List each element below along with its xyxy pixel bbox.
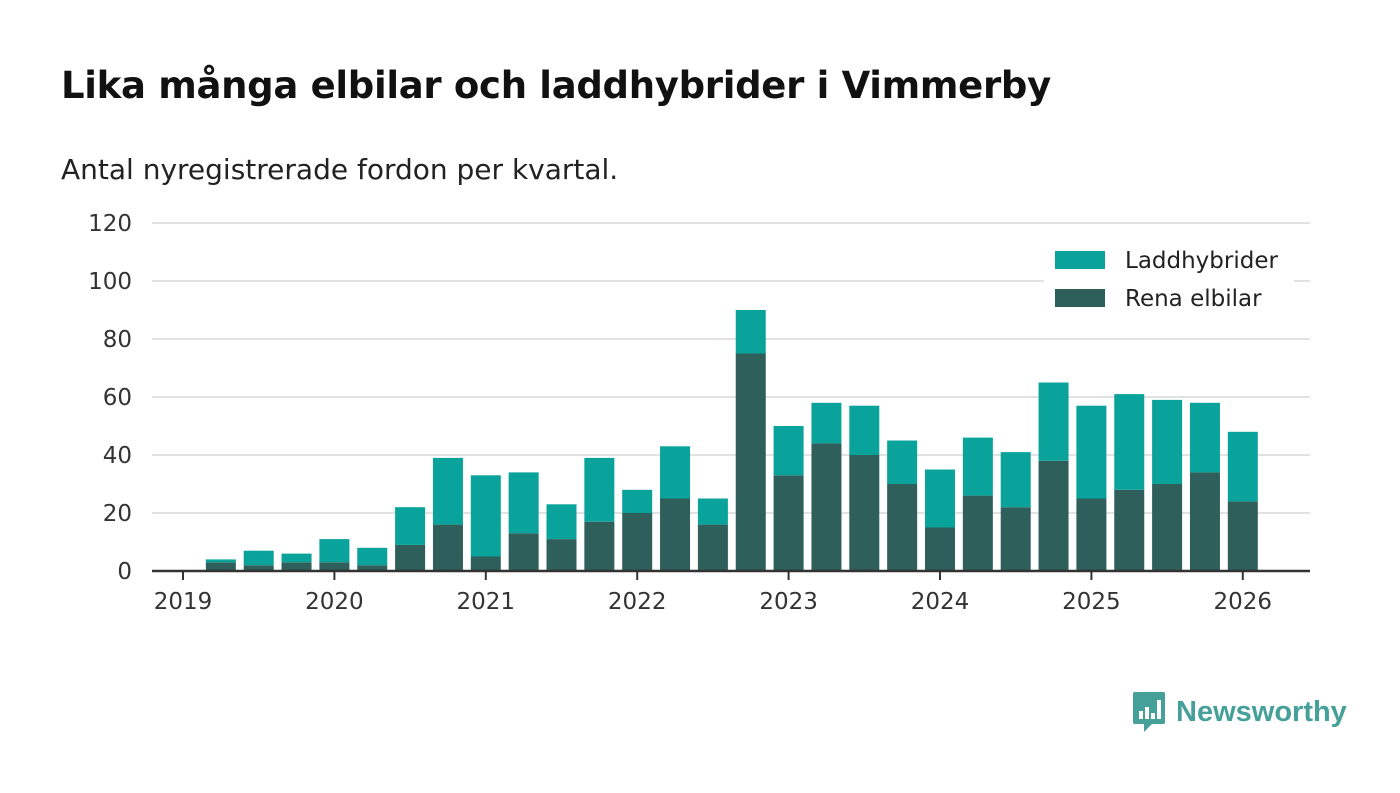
bar-laddhybrider bbox=[1152, 399, 1183, 484]
bar-laddhybrider bbox=[508, 472, 539, 534]
y-tick-label: 120 bbox=[88, 211, 132, 237]
bar-rena-elbilar bbox=[357, 565, 388, 571]
brand-name: Newsworthy bbox=[1176, 695, 1347, 728]
y-axis-ticks: 0 20 40 60 80 100 120 bbox=[88, 211, 132, 585]
bar-rena-elbilar bbox=[849, 455, 880, 571]
bar-rena-elbilar bbox=[546, 539, 577, 571]
bar-laddhybrider bbox=[887, 440, 918, 484]
y-tick-label: 0 bbox=[117, 559, 132, 585]
bar-laddhybrider bbox=[962, 437, 993, 496]
bar-laddhybrider bbox=[470, 475, 501, 557]
x-tick-label: 2026 bbox=[1214, 589, 1273, 615]
y-tick-label: 40 bbox=[103, 443, 132, 469]
bar-laddhybrider bbox=[1038, 382, 1069, 461]
bar-rena-elbilar bbox=[735, 353, 766, 571]
bar-rena-elbilar bbox=[432, 524, 463, 571]
bar-laddhybrider bbox=[357, 547, 388, 566]
bars bbox=[205, 310, 1258, 571]
bar-rena-elbilar bbox=[925, 527, 955, 571]
bar-rena-elbilar bbox=[1000, 507, 1031, 571]
y-tick-label: 20 bbox=[103, 501, 132, 527]
bar-laddhybrider bbox=[243, 550, 274, 566]
bar-rena-elbilar bbox=[811, 443, 842, 571]
newsworthy-logo-icon bbox=[1133, 692, 1165, 732]
legend-label: Laddhybrider bbox=[1125, 248, 1278, 274]
bar-rena-elbilar bbox=[1038, 460, 1069, 571]
x-tick-label: 2025 bbox=[1062, 589, 1121, 615]
x-tick-label: 2024 bbox=[911, 589, 970, 615]
bar-laddhybrider bbox=[1114, 394, 1145, 490]
x-tick-label: 2021 bbox=[457, 589, 516, 615]
bar-rena-elbilar bbox=[584, 521, 615, 571]
bar-rena-elbilar bbox=[319, 562, 350, 571]
bar-rena-elbilar bbox=[697, 524, 728, 571]
bar-rena-elbilar bbox=[660, 498, 691, 571]
chart-title: Lika många elbilar och laddhybrider i Vi… bbox=[61, 64, 1051, 107]
bar-rena-elbilar bbox=[1189, 472, 1220, 571]
bar-laddhybrider bbox=[735, 310, 766, 354]
bar-rena-elbilar bbox=[243, 565, 274, 571]
bar-laddhybrider bbox=[1000, 452, 1031, 508]
legend-swatch bbox=[1055, 251, 1105, 269]
bar-laddhybrider bbox=[1076, 405, 1107, 499]
bar-laddhybrider bbox=[432, 457, 463, 525]
bar-laddhybrider bbox=[319, 539, 350, 563]
bar-laddhybrider bbox=[660, 446, 691, 499]
legend: Laddhybrider Rena elbilar bbox=[1044, 243, 1294, 317]
bar-laddhybrider bbox=[849, 405, 880, 455]
bar-laddhybrider bbox=[281, 553, 312, 563]
y-tick-label: 100 bbox=[88, 269, 132, 295]
bar-rena-elbilar bbox=[1227, 501, 1258, 571]
x-tick-label: 2022 bbox=[608, 589, 667, 615]
bar-laddhybrider bbox=[1189, 402, 1220, 473]
bar-rena-elbilar bbox=[1076, 498, 1107, 571]
chart-subtitle: Antal nyregistrerade fordon per kvartal. bbox=[61, 153, 619, 186]
bar-rena-elbilar bbox=[622, 513, 653, 571]
bar-laddhybrider bbox=[1227, 431, 1258, 502]
bar-rena-elbilar bbox=[281, 562, 312, 571]
bar-rena-elbilar bbox=[470, 556, 501, 571]
bar-laddhybrider bbox=[697, 498, 728, 525]
bar-laddhybrider bbox=[773, 426, 804, 476]
bar-rena-elbilar bbox=[1152, 484, 1183, 571]
x-tick-label: 2020 bbox=[305, 589, 364, 615]
y-tick-label: 60 bbox=[103, 385, 132, 411]
bar-laddhybrider bbox=[395, 507, 426, 545]
bar-rena-elbilar bbox=[962, 495, 993, 571]
bar-rena-elbilar bbox=[508, 533, 539, 571]
bar-laddhybrider bbox=[205, 559, 236, 563]
legend-label: Rena elbilar bbox=[1125, 286, 1262, 312]
brand-logo: Newsworthy bbox=[1132, 690, 1347, 734]
y-tick-label: 80 bbox=[103, 327, 132, 353]
x-tick-label: 2019 bbox=[154, 589, 213, 615]
bar-rena-elbilar bbox=[887, 484, 918, 571]
bar-rena-elbilar bbox=[1114, 489, 1145, 571]
bar-laddhybrider bbox=[811, 402, 842, 444]
bar-laddhybrider bbox=[546, 504, 577, 540]
bar-laddhybrider bbox=[622, 489, 653, 513]
bar-laddhybrider bbox=[925, 469, 955, 528]
bar-rena-elbilar bbox=[395, 544, 426, 571]
x-tick-label: 2023 bbox=[759, 589, 818, 615]
legend-swatch bbox=[1055, 289, 1105, 307]
x-axis: 2019 2020 2021 2022 2023 2024 2025 2026 bbox=[152, 569, 1310, 615]
bar-laddhybrider bbox=[584, 457, 615, 522]
bar-rena-elbilar bbox=[773, 475, 804, 571]
bar-rena-elbilar bbox=[205, 562, 236, 571]
